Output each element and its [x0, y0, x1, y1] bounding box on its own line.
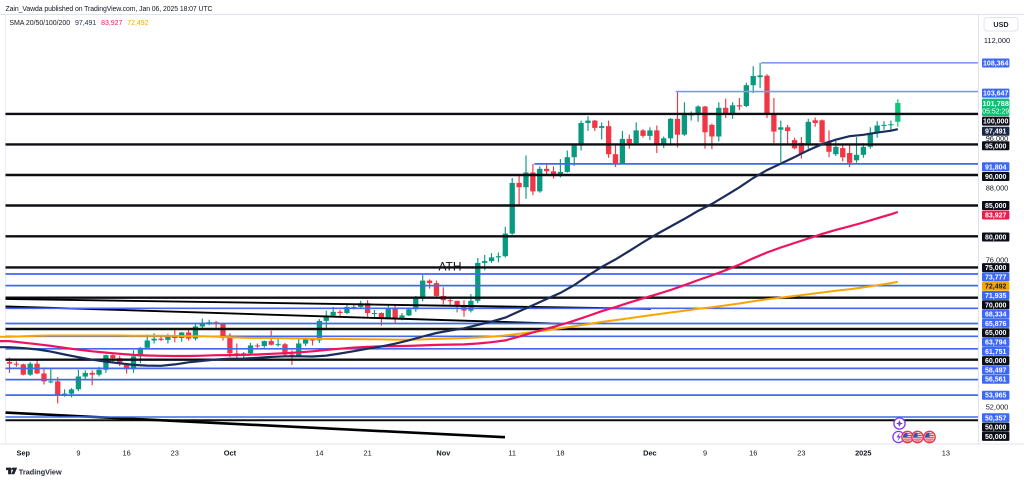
svg-text:91,804: 91,804 [985, 164, 1007, 171]
svg-text:9: 9 [76, 448, 80, 457]
svg-text:65,876: 65,876 [985, 321, 1007, 328]
svg-text:Zain_Vawda published on Tradin: Zain_Vawda published on TradingView.com,… [6, 6, 213, 13]
svg-text:Dec: Dec [643, 448, 657, 457]
svg-text:88,000: 88,000 [986, 183, 1009, 192]
svg-text:56,561: 56,561 [985, 377, 1007, 384]
svg-text:76,000: 76,000 [986, 255, 1009, 264]
svg-text:61,751: 61,751 [985, 349, 1007, 356]
svg-text:23: 23 [797, 448, 805, 457]
svg-text:50,000: 50,000 [985, 434, 1007, 441]
svg-text:14: 14 [315, 448, 323, 457]
svg-text:Oct: Oct [224, 448, 237, 457]
svg-text:16: 16 [749, 448, 757, 457]
svg-text:Sep: Sep [17, 448, 31, 457]
svg-text:16: 16 [122, 448, 130, 457]
svg-text:112,000: 112,000 [984, 36, 1010, 45]
svg-text:70,000: 70,000 [985, 302, 1007, 309]
svg-text:60,000: 60,000 [985, 358, 1007, 365]
svg-text:23: 23 [171, 448, 179, 457]
svg-text:103,647: 103,647 [983, 91, 1008, 98]
svg-text:108,364: 108,364 [983, 61, 1008, 68]
svg-text:75,000: 75,000 [985, 265, 1007, 272]
svg-text:95,000: 95,000 [985, 143, 1007, 150]
svg-text:ATH: ATH [438, 260, 461, 274]
svg-text:9: 9 [703, 448, 707, 457]
svg-text:USD: USD [993, 20, 1008, 29]
svg-text:83,927: 83,927 [985, 213, 1007, 220]
svg-text:13: 13 [942, 448, 950, 457]
svg-text:80,000: 80,000 [985, 235, 1007, 242]
svg-text:11: 11 [508, 448, 516, 457]
svg-text:101,788: 101,788 [983, 99, 1009, 108]
svg-text:50,000: 50,000 [985, 425, 1007, 432]
svg-text:TradingView: TradingView [19, 467, 62, 476]
svg-text:65,000: 65,000 [985, 330, 1007, 337]
svg-text:71,935: 71,935 [985, 293, 1007, 300]
svg-text:100,000: 100,000 [983, 119, 1008, 126]
svg-text:Nov: Nov [436, 448, 451, 457]
svg-text:18: 18 [556, 448, 564, 457]
svg-text:53,965: 53,965 [985, 393, 1007, 400]
svg-text:50,357: 50,357 [985, 415, 1007, 422]
svg-text:52,000: 52,000 [986, 403, 1009, 412]
svg-text:90,000: 90,000 [985, 174, 1007, 181]
svg-text:21: 21 [363, 448, 371, 457]
svg-text:68,334: 68,334 [985, 312, 1007, 319]
svg-text:85,000: 85,000 [985, 203, 1007, 210]
svg-text:97,491: 97,491 [985, 129, 1007, 136]
svg-text:58,497: 58,497 [985, 367, 1007, 374]
svg-text:72,492: 72,492 [985, 284, 1007, 291]
svg-text:63,794: 63,794 [985, 340, 1007, 347]
svg-text:05:52:29: 05:52:29 [982, 109, 1009, 116]
svg-text:73,777: 73,777 [985, 274, 1007, 281]
svg-text:2025: 2025 [855, 448, 871, 457]
